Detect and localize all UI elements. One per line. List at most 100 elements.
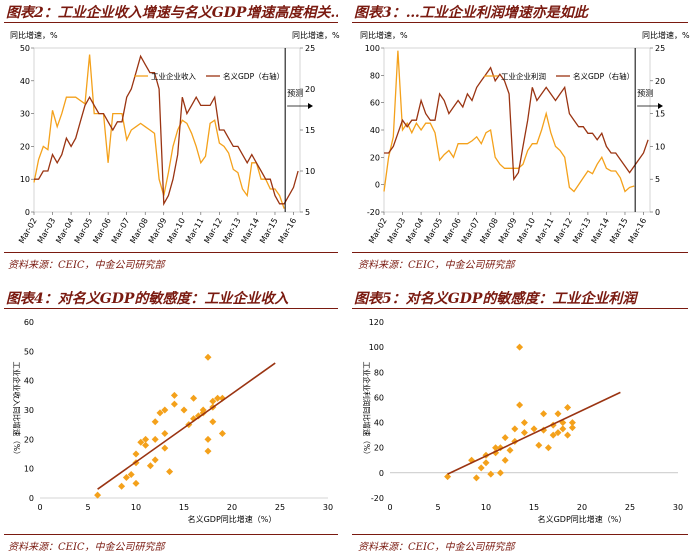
legend-label: 名义GDP（右轴） <box>223 71 284 81</box>
scatter-point <box>118 482 126 490</box>
figure-title: 图表3：…工业企业利润增速亦是如此 <box>354 5 588 21</box>
scatter-point <box>214 394 222 402</box>
y-tick-label-left: -20 <box>367 208 380 217</box>
scatter-point <box>161 406 169 414</box>
forecast-label: 预测 <box>637 88 653 98</box>
scatter-point <box>496 469 504 477</box>
scatter-point <box>209 418 217 426</box>
y-axis-label: 工业企业收入同比增速（%） <box>12 361 22 458</box>
y-tick-label: -20 <box>371 494 384 503</box>
scatter-point <box>151 435 159 443</box>
scatter-point <box>516 401 524 409</box>
title-rule <box>4 22 338 23</box>
legend-label: 工业企业利润 <box>501 71 546 81</box>
x-tick-label: 0 <box>387 503 392 512</box>
y-tick-label: 0 <box>379 469 384 478</box>
scatter-point <box>444 473 452 481</box>
scatter-point <box>209 397 217 405</box>
x-tick-label: 15 <box>529 503 539 512</box>
y-tick-label: 40 <box>374 419 384 428</box>
scatter-point <box>559 425 567 433</box>
scatter-point <box>568 424 576 432</box>
right-axis-title: 同比增速，% <box>292 30 340 40</box>
scatter-point <box>549 421 557 429</box>
source-note: 资料来源：CEIC，中金公司研究部 <box>358 260 515 271</box>
scatter-point <box>204 435 212 443</box>
scatter-point <box>564 431 572 439</box>
scatter-point <box>204 353 212 361</box>
left-axis-title: 同比增速，% <box>360 30 408 40</box>
series-line <box>384 66 649 182</box>
y-tick-label-right: 10 <box>305 167 315 176</box>
y-tick-label: 120 <box>369 318 384 327</box>
y-tick-label-right: 25 <box>655 44 665 53</box>
figure-5: 图表5：对名义GDP的敏感度：工业企业利润 -20 0 20 40 60 80 100 120… <box>350 282 690 554</box>
y-tick-label-left: 0 <box>25 208 30 217</box>
scatter-point <box>477 464 485 472</box>
forecast-arrow-head <box>308 103 313 109</box>
y-tick-label-left: 0 <box>375 181 380 190</box>
y-tick-label-right: 20 <box>305 85 315 94</box>
y-tick-label-right: 5 <box>305 208 310 217</box>
scatter-point <box>487 470 495 478</box>
x-tick-label: Mar-16 <box>277 217 299 245</box>
scatter-point <box>554 410 562 418</box>
y-tick-label-right: 10 <box>655 142 665 151</box>
series-line <box>383 50 635 193</box>
scatter-point <box>199 409 207 417</box>
plot-area <box>383 47 651 213</box>
y-tick-label-right: 25 <box>305 44 315 53</box>
scatter-point <box>161 444 169 452</box>
scatter-point <box>511 437 519 445</box>
title-rule <box>352 22 688 23</box>
figure-2: 图表2：工业企业收入增速与名义GDP增速高度相关… 同比增速，% 同比增速，% 0 1… <box>0 0 340 275</box>
x-tick-label: 10 <box>481 503 491 512</box>
y-tick-label: 30 <box>24 406 34 415</box>
left-axis-title: 同比增速，% <box>10 30 58 40</box>
figure-title: 图表4：对名义GDP的敏感度：工业企业收入 <box>6 291 289 307</box>
x-tick-label: Mar-16 <box>627 217 649 245</box>
series-line <box>34 54 299 207</box>
y-tick-label-right: 15 <box>305 126 315 135</box>
scatter-point <box>568 419 576 427</box>
x-tick-label: 15 <box>179 503 189 512</box>
y-tick-label-left: 40 <box>20 77 30 86</box>
scatter-point <box>506 446 514 454</box>
scatter-point <box>194 412 202 420</box>
scatter-point <box>559 419 567 427</box>
y-tick-label-left: 50 <box>20 44 30 53</box>
y-tick-label-left: 10 <box>20 175 30 184</box>
y-tick-label-left: 20 <box>370 153 380 162</box>
source-rule <box>352 252 688 253</box>
y-tick-label: 80 <box>374 368 384 377</box>
scatter-point <box>166 468 174 476</box>
scatter-point <box>492 444 500 452</box>
x-tick-label: 30 <box>673 503 683 512</box>
source-rule <box>352 534 688 535</box>
legend-label: 工业企业收入 <box>151 71 196 81</box>
source-rule <box>4 534 338 535</box>
scatter-point <box>501 434 509 442</box>
figure-3: 图表3：…工业企业利润增速亦是如此 同比增速，% 同比增速，% -20 0 20 40 60… <box>350 0 690 275</box>
figure-4: 图表4：对名义GDP的敏感度：工业企业收入 0 10 20 30 40 50 60 0 5 10 1… <box>0 282 340 554</box>
y-tick-label: 40 <box>24 377 34 386</box>
scatter-point <box>554 429 562 437</box>
scatter-point <box>142 441 150 449</box>
x-tick-label: 25 <box>625 503 635 512</box>
trend-line <box>447 391 621 475</box>
y-tick-label: 60 <box>24 318 34 327</box>
y-tick-label-left: 20 <box>20 142 30 151</box>
y-tick-label: 20 <box>374 444 384 453</box>
scatter-point <box>530 425 538 433</box>
scatter-point <box>564 403 572 411</box>
scatter-chart-revenue: 0 10 20 30 40 50 60 0 5 10 15 20 25 30 名义GDP同比增速（%） 工业企… <box>12 318 333 524</box>
scatter-point <box>544 444 552 452</box>
x-tick-label: 10 <box>131 503 141 512</box>
y-tick-label-right: 20 <box>655 77 665 86</box>
scatter-point <box>180 406 188 414</box>
scatter-point <box>132 479 140 487</box>
source-note: 资料来源：CEIC，中金公司研究部 <box>358 542 515 553</box>
forecast-arrow-head <box>658 103 663 109</box>
scatter-point <box>549 431 557 439</box>
x-axis-label: 名义GDP同比增速（%） <box>188 514 277 524</box>
